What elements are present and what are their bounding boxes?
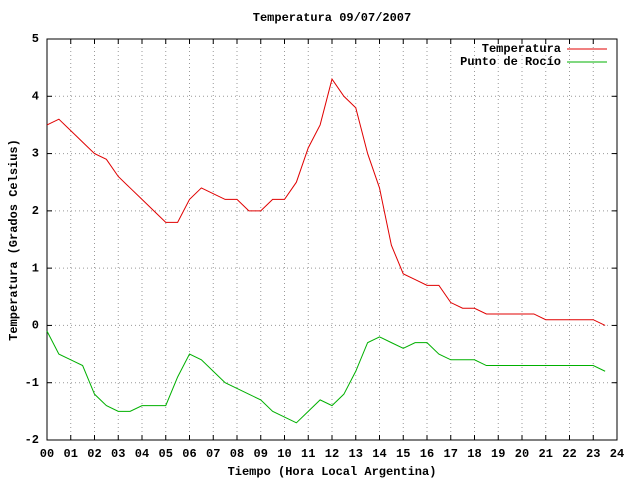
x-tick-label: 24 <box>610 447 624 461</box>
x-tick-label: 01 <box>64 447 78 461</box>
x-tick-label: 17 <box>444 447 458 461</box>
legend-label: Temperatura <box>482 42 561 56</box>
y-tick-label: -1 <box>25 376 39 390</box>
y-tick-label: 4 <box>32 89 39 103</box>
x-tick-label: 19 <box>491 447 505 461</box>
y-tick-label: 0 <box>32 319 39 333</box>
x-tick-label: 13 <box>349 447 363 461</box>
x-tick-label: 02 <box>87 447 101 461</box>
x-axis-label: Tiempo (Hora Local Argentina) <box>228 465 437 479</box>
x-tick-label: 05 <box>159 447 173 461</box>
x-tick-label: 16 <box>420 447 434 461</box>
series-line <box>46 77 606 326</box>
x-tick-label: 07 <box>206 447 220 461</box>
plot-frame <box>46 38 618 441</box>
y-tick-label: 3 <box>32 147 39 161</box>
x-tick-label: 00 <box>40 447 54 461</box>
y-tick-label: -2 <box>25 433 39 447</box>
x-tick-label: 20 <box>515 447 529 461</box>
x-tick-label: 23 <box>586 447 600 461</box>
x-tick-label: 12 <box>325 447 339 461</box>
y-tick-label: 5 <box>32 32 39 46</box>
x-tick-label: 03 <box>111 447 125 461</box>
x-tick-label: 21 <box>539 447 553 461</box>
legend-label: Punto de Rocío <box>460 55 561 69</box>
x-tick-label: 04 <box>135 447 149 461</box>
x-tick-label: 14 <box>372 447 386 461</box>
y-axis-label: Temperatura (Grados Celsius) <box>7 139 21 341</box>
y-tick-label: 1 <box>32 261 39 275</box>
y-tick-label: 2 <box>32 204 39 218</box>
x-tick-label: 08 <box>230 447 244 461</box>
x-tick-label: 11 <box>301 447 315 461</box>
series-line <box>46 330 606 424</box>
x-tick-label: 10 <box>277 447 291 461</box>
x-tick-label: 09 <box>254 447 268 461</box>
x-tick-label: 22 <box>562 447 576 461</box>
x-tick-label: 06 <box>182 447 196 461</box>
x-tick-label: 15 <box>396 447 410 461</box>
chart-title: Temperatura 09/07/2007 <box>253 11 411 25</box>
x-tick-label: 18 <box>467 447 481 461</box>
